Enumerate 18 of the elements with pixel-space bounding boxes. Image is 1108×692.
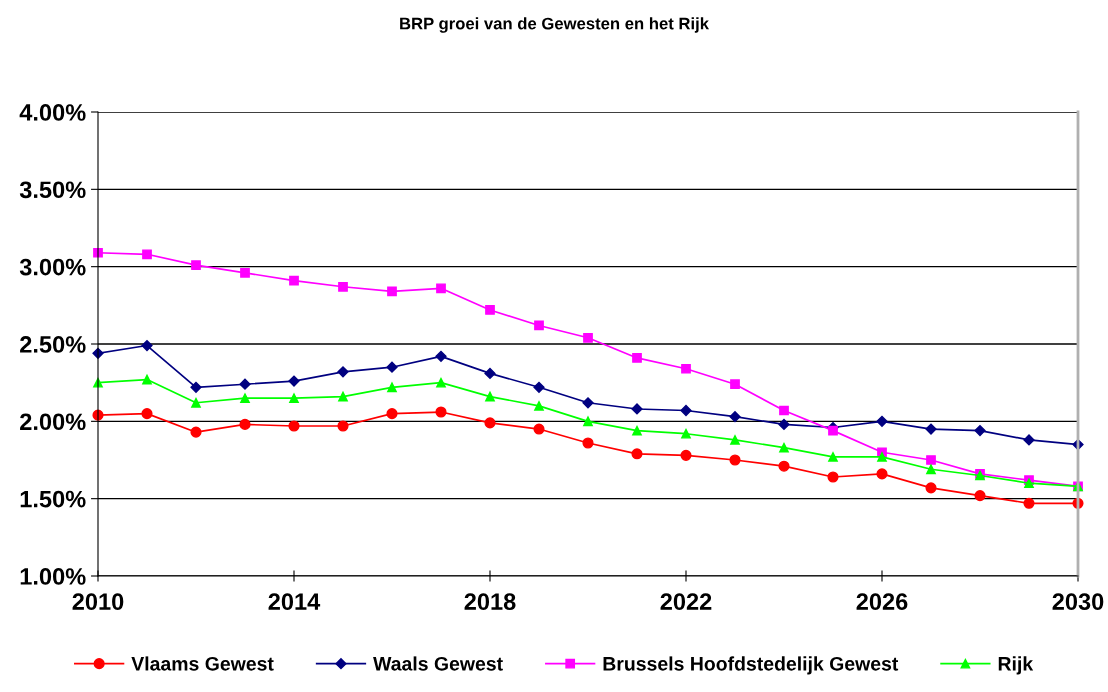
y-tick-label: 2.50% <box>20 336 86 353</box>
x-tick-label: 2010 <box>72 593 124 611</box>
x-tick-label: 2014 <box>268 593 321 611</box>
legend-label: Vlaams Gewest <box>131 656 274 671</box>
y-tick-label: 1.00% <box>20 568 86 585</box>
legend-label: Brussels Hoofdstedelijk Gewest <box>603 656 899 675</box>
y-tick-label: 1.50% <box>20 490 86 508</box>
x-tick-label: 2026 <box>856 593 908 611</box>
y-tick-label: 3.50% <box>19 181 86 199</box>
legend-label: Waals Gewest <box>373 656 503 671</box>
y-tick-label: 2.00% <box>20 413 86 431</box>
legend-label: Rijk <box>998 656 1034 675</box>
x-tick-label: 2022 <box>660 593 712 611</box>
chart-title: BRP groei van de Gewesten en het Rijk <box>400 17 710 33</box>
x-tick-label: 2018 <box>464 593 516 611</box>
y-tick-label: 3.00% <box>19 258 86 276</box>
y-tick-label: 4.00% <box>19 104 86 121</box>
x-tick-label: 2030 <box>1052 593 1104 611</box>
